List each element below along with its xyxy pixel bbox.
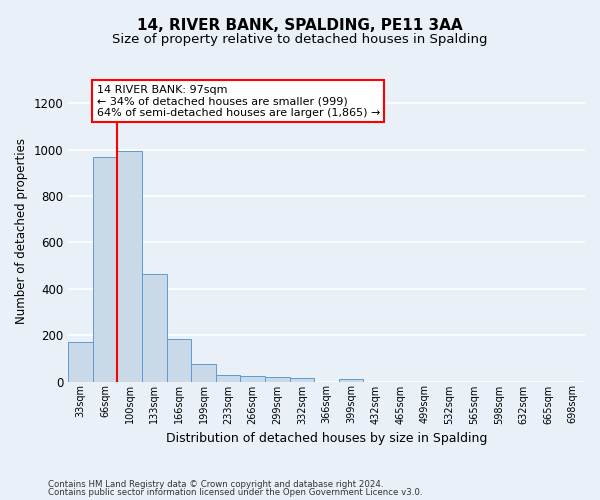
Text: 14 RIVER BANK: 97sqm
← 34% of detached houses are smaller (999)
64% of semi-deta: 14 RIVER BANK: 97sqm ← 34% of detached h… <box>97 84 380 117</box>
Bar <box>118 150 142 382</box>
Text: Contains public sector information licensed under the Open Government Licence v3: Contains public sector information licen… <box>48 488 422 497</box>
Bar <box>93 156 118 382</box>
Bar <box>68 342 93 382</box>
X-axis label: Distribution of detached houses by size in Spalding: Distribution of detached houses by size … <box>166 432 487 445</box>
Bar <box>265 377 290 382</box>
Text: Contains HM Land Registry data © Crown copyright and database right 2024.: Contains HM Land Registry data © Crown c… <box>48 480 383 489</box>
Text: Size of property relative to detached houses in Spalding: Size of property relative to detached ho… <box>112 32 488 46</box>
Bar <box>290 378 314 382</box>
Bar <box>241 376 265 382</box>
Text: 14, RIVER BANK, SPALDING, PE11 3AA: 14, RIVER BANK, SPALDING, PE11 3AA <box>137 18 463 32</box>
Bar <box>191 364 216 382</box>
Bar <box>339 378 364 382</box>
Bar <box>167 338 191 382</box>
Bar <box>142 274 167 382</box>
Bar <box>216 374 241 382</box>
Y-axis label: Number of detached properties: Number of detached properties <box>15 138 28 324</box>
